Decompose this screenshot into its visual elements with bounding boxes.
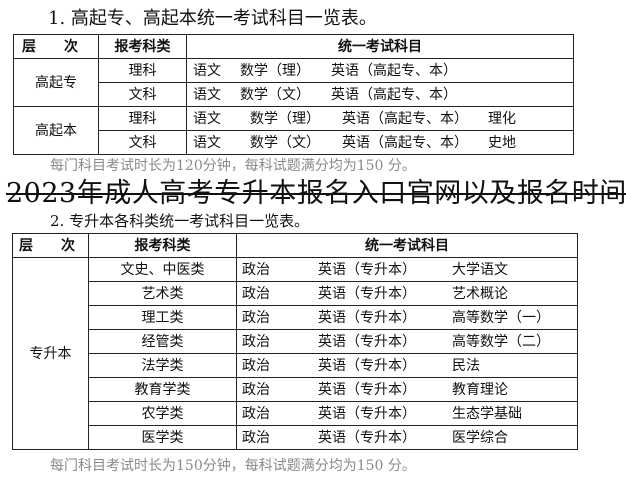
subjects-cell: 政治 英语（专升本） 大学语文 bbox=[236, 257, 578, 282]
subject: 民法 bbox=[452, 357, 480, 374]
subject: 英语（高起专、本） bbox=[331, 86, 457, 103]
subjects-cell: 语文 数学（理） 英语（高起专、本） 理化 bbox=[186, 106, 574, 131]
category-cell: 文史、中医类 bbox=[88, 257, 237, 282]
subjects-cell: 政治 英语（专升本） 生态学基础 bbox=[236, 401, 578, 426]
subject: 数学（理） bbox=[240, 62, 310, 79]
subject: 数学（理） bbox=[250, 110, 320, 127]
subject: 英语（高起专、本） bbox=[331, 62, 457, 79]
category-cell: 农学类 bbox=[88, 401, 237, 426]
subjects-cell: 政治 英语（专升本） 艺术概论 bbox=[236, 281, 578, 306]
subject: 英语（专升本） bbox=[318, 357, 416, 374]
section1-note: 每门科目考试时长为120分钟，每科试题满分均为150 分。 bbox=[50, 158, 416, 174]
category-cell: 理工类 bbox=[88, 305, 237, 330]
subject: 政治 bbox=[242, 333, 270, 350]
section2-title: 2. 专升本各科类统一考试科目一览表。 bbox=[50, 212, 310, 230]
category-cell: 教育学类 bbox=[88, 377, 237, 402]
table-row: 经管类 政治 英语（专升本） 高等数学（二） bbox=[13, 329, 578, 354]
subject: 语文 bbox=[193, 86, 221, 103]
subject: 英语（专升本） bbox=[318, 381, 416, 398]
section2-note: 每门科目考试时长为150分钟，每科试题满分均为150 分。 bbox=[50, 458, 416, 474]
subject: 生态学基础 bbox=[452, 405, 522, 422]
subject: 政治 bbox=[242, 261, 270, 278]
subject: 英语（高起专、本） bbox=[342, 134, 468, 151]
category-cell: 文科 bbox=[98, 130, 187, 155]
section1-title: 1. 高起专、高起本统一考试科目一览表。 bbox=[48, 8, 377, 29]
subject: 艺术概论 bbox=[452, 285, 508, 302]
level-cell: 专升本 bbox=[12, 257, 89, 450]
category-cell: 文科 bbox=[98, 82, 187, 107]
subjects-cell: 语文 数学（文） 英语（高起专、本） 史地 bbox=[186, 130, 574, 155]
subject: 语文 bbox=[193, 134, 221, 151]
subjects-cell: 语文 数学（文） 英语（高起专、本） bbox=[186, 82, 574, 107]
category-cell: 理科 bbox=[98, 58, 187, 83]
table-row: 农学类 政治 英语（专升本） 生态学基础 bbox=[13, 401, 578, 426]
header-level: 层 次 bbox=[13, 34, 99, 59]
subject: 英语（专升本） bbox=[318, 261, 416, 278]
subjects-cell: 政治 英语（专升本） 高等数学（二） bbox=[236, 329, 578, 354]
subject: 英语（专升本） bbox=[318, 429, 416, 446]
category-cell: 法学类 bbox=[88, 353, 237, 378]
header-category: 报考科类 bbox=[98, 34, 187, 59]
table-row: 文科 语文 数学（文） 英语（高起专、本） bbox=[14, 82, 574, 107]
subjects-cell: 政治 英语（专升本） 医学综合 bbox=[236, 425, 578, 450]
table-row: 教育学类 政治 英语（专升本） 教育理论 bbox=[13, 377, 578, 402]
subject: 史地 bbox=[488, 134, 516, 151]
table-row: 法学类 政治 英语（专升本） 民法 bbox=[13, 353, 578, 378]
subject: 英语（专升本） bbox=[318, 285, 416, 302]
subject: 政治 bbox=[242, 405, 270, 422]
subject: 政治 bbox=[242, 357, 270, 374]
table-row: 高起专 理科 语文 数学（理） 英语（高起专、本） bbox=[13, 58, 574, 107]
subject: 理化 bbox=[488, 110, 516, 127]
table-row: 艺术类 政治 英语（专升本） 艺术概论 bbox=[13, 281, 578, 306]
header-subjects: 统一考试科目 bbox=[186, 34, 574, 59]
category-cell: 理科 bbox=[98, 106, 187, 131]
subject: 医学综合 bbox=[452, 429, 508, 446]
table-row: 理工类 政治 英语（专升本） 高等数学（一） bbox=[13, 305, 578, 330]
subject: 教育理论 bbox=[452, 381, 508, 398]
category-cell: 经管类 bbox=[88, 329, 237, 354]
table-row: 专升本 文史、中医类 政治 英语（专升本） 大学语文 bbox=[12, 257, 578, 450]
level-cell: 高起专 bbox=[13, 58, 99, 107]
subject: 数学（文） bbox=[250, 134, 320, 151]
table-row: 高起本 理科 语文 数学（理） 英语（高起专、本） 理化 bbox=[13, 106, 574, 155]
subject: 政治 bbox=[242, 285, 270, 302]
subjects-cell: 政治 英语（专升本） 教育理论 bbox=[236, 377, 578, 402]
subject: 英语（专升本） bbox=[318, 309, 416, 326]
category-cell: 医学类 bbox=[88, 425, 237, 450]
subject: 英语（专升本） bbox=[318, 405, 416, 422]
table-row: 文科 语文 数学（文） 英语（高起专、本） 史地 bbox=[14, 130, 574, 155]
header-subjects: 统一考试科目 bbox=[236, 233, 578, 258]
subject: 高等数学（一） bbox=[452, 309, 550, 326]
table-zhuanshengben: 层 次 报考科类 统一考试科目 专升本 文史、中医类 政治 英语（专升本） 大学语文 艺术… bbox=[12, 233, 578, 450]
table-gaoqi: 层 次 报考科类 统一考试科目 高起专 理科 语文 数学（理） 英语（高起专、本） 文科语… bbox=[13, 34, 574, 155]
subjects-cell: 政治 英语（专升本） 高等数学（一） bbox=[236, 305, 578, 330]
header-category: 报考科类 bbox=[88, 233, 237, 258]
subject: 英语（专升本） bbox=[318, 333, 416, 350]
subject: 政治 bbox=[242, 429, 270, 446]
category-cell: 艺术类 bbox=[88, 281, 237, 306]
subject: 数学（文） bbox=[240, 86, 310, 103]
subjects-cell: 政治 英语（专升本） 民法 bbox=[236, 353, 578, 378]
table-row: 医学类 政治 英语（专升本） 医学综合 bbox=[13, 425, 578, 450]
subject: 政治 bbox=[242, 381, 270, 398]
subject: 英语（高起专、本） bbox=[342, 110, 468, 127]
subject: 语文 bbox=[193, 110, 221, 127]
subjects-cell: 语文 数学（理） 英语（高起专、本） bbox=[186, 58, 574, 83]
overlay-headline: 2023年成人高考专升本报名入口官网以及报名时间 bbox=[6, 178, 626, 209]
subject: 政治 bbox=[242, 309, 270, 326]
subject: 语文 bbox=[193, 62, 221, 79]
subject: 大学语文 bbox=[452, 261, 508, 278]
subject: 高等数学（二） bbox=[452, 333, 550, 350]
level-cell: 高起本 bbox=[13, 106, 99, 155]
header-level: 层 次 bbox=[12, 233, 89, 258]
